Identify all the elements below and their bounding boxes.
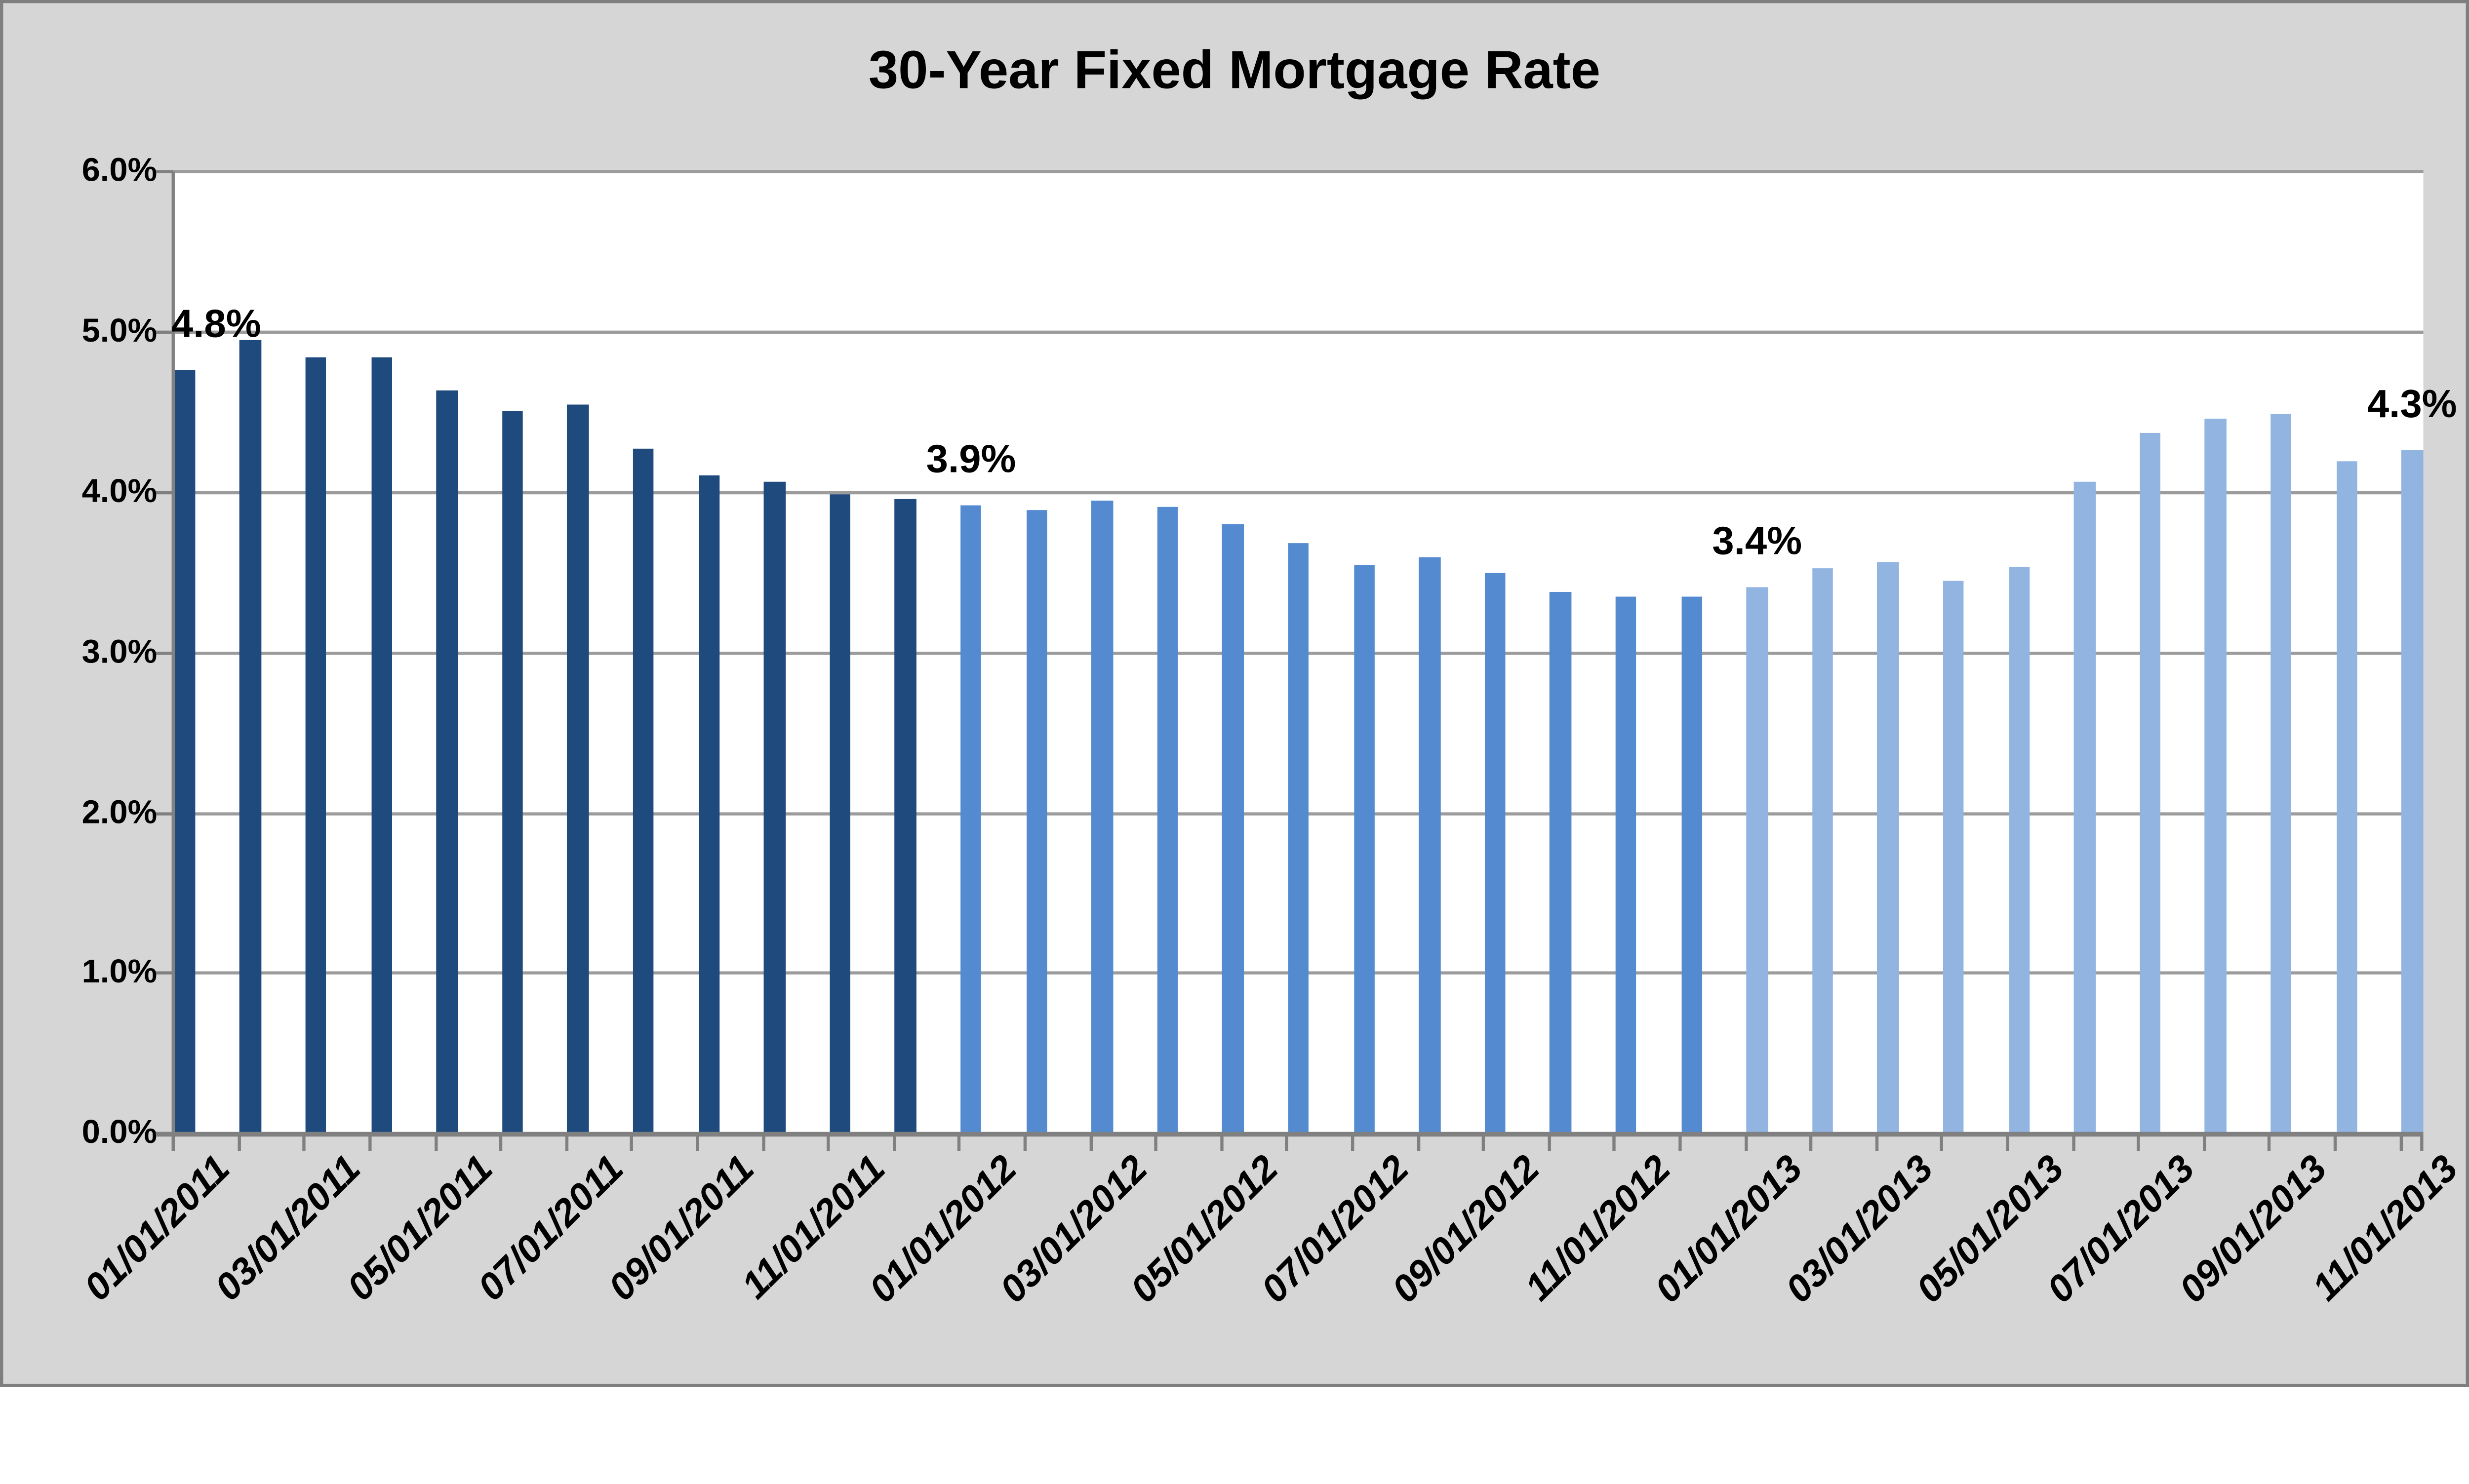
x-axis-tick (499, 1135, 503, 1151)
data-label-4.3%: 4.3% (2367, 383, 2457, 428)
y-axis-tick (156, 811, 173, 815)
bar-02/01/2013 (1812, 568, 1833, 1134)
bar-01/01/2011 (174, 370, 196, 1134)
x-axis-tick (2202, 1135, 2206, 1151)
bar-06/01/2012 (1288, 544, 1310, 1134)
x-axis-tick (1809, 1135, 1813, 1151)
bar-05/01/2011 (436, 390, 458, 1134)
x-axis-tick (827, 1135, 831, 1151)
x-axis-tick (2137, 1135, 2141, 1151)
y-axis-tick (156, 330, 173, 334)
x-axis-tick (2419, 1135, 2423, 1151)
x-axis-tick (696, 1135, 700, 1151)
bar-04/01/2011 (371, 357, 393, 1134)
bar-10/01/2013 (2336, 462, 2357, 1134)
x-axis-tick (2268, 1135, 2271, 1151)
gridline (173, 491, 2423, 494)
y-tick-label: 6.0% (81, 153, 158, 189)
bar-07/01/2012 (1353, 564, 1375, 1134)
bar-09/01/2012 (1484, 572, 1506, 1134)
bar-06/01/2013 (2073, 481, 2096, 1134)
x-axis-tick (1613, 1135, 1617, 1151)
bar-04/01/2012 (1156, 507, 1179, 1134)
bar-01/01/2013 (1746, 587, 1768, 1134)
x-axis-tick (2071, 1135, 2075, 1151)
bar-05/01/2012 (1222, 524, 1244, 1134)
bar-09/01/2011 (698, 474, 720, 1134)
bar-08/01/2011 (633, 449, 654, 1134)
y-tick-label: 0.0% (81, 1115, 158, 1151)
x-axis-tick (303, 1135, 307, 1151)
bar-12/01/2011 (895, 499, 916, 1134)
x-axis-tick (1416, 1135, 1420, 1151)
x-axis-tick (1285, 1135, 1289, 1151)
x-axis-line (156, 1132, 2423, 1137)
data-label-4.8%: 4.8% (171, 303, 261, 347)
x-axis-tick (1482, 1135, 1485, 1151)
y-tick-label: 2.0% (81, 794, 158, 831)
bar-06/01/2011 (502, 410, 523, 1134)
x-axis-tick (761, 1135, 765, 1151)
y-tick-label: 4.0% (81, 473, 158, 510)
bar-05/01/2013 (2008, 566, 2030, 1134)
bar-10/01/2012 (1550, 591, 1571, 1134)
x-axis-tick (892, 1135, 896, 1151)
bar-01/01/2012 (960, 505, 982, 1134)
bar-03/01/2012 (1091, 500, 1113, 1134)
bar-08/01/2012 (1419, 556, 1440, 1134)
bar-12/01/2012 (1681, 596, 1703, 1134)
y-tick-label: 1.0% (81, 954, 158, 991)
mortgage-rate-chart: 30-Year Fixed Mortgage Rate 0.0% 1.0% 2.0%… (0, 0, 2469, 1387)
x-axis-tick (1023, 1135, 1027, 1151)
x-axis-tick (1548, 1135, 1551, 1151)
chart-title: 30-Year Fixed Mortgage Rate (868, 40, 1601, 101)
bar-02/01/2011 (239, 340, 261, 1134)
x-axis-tick (1678, 1135, 1682, 1151)
data-label-3.4%: 3.4% (1712, 519, 1802, 564)
gridline (173, 170, 2423, 173)
x-axis-tick (958, 1135, 961, 1151)
y-tick-label: 5.0% (81, 313, 158, 350)
x-axis-tick (238, 1135, 241, 1151)
x-axis-tick (565, 1135, 568, 1151)
y-axis-line (171, 171, 175, 1151)
bar-07/01/2011 (567, 404, 589, 1134)
bar-07/01/2013 (2139, 433, 2161, 1134)
bar-11/01/2011 (829, 494, 851, 1134)
bar-02/01/2012 (1026, 510, 1047, 1134)
bar-11/01/2012 (1615, 596, 1637, 1134)
x-axis-tick (1744, 1135, 1748, 1151)
bar-08/01/2013 (2205, 418, 2227, 1134)
bar-04/01/2013 (1943, 581, 1964, 1134)
x-axis-tick (434, 1135, 438, 1151)
data-label-3.9%: 3.9% (926, 437, 1016, 482)
x-axis-tick (631, 1135, 634, 1151)
x-axis-tick (1875, 1135, 1878, 1151)
y-axis-tick (156, 491, 173, 494)
bar-03/01/2011 (305, 357, 327, 1134)
x-axis-tick (1940, 1135, 1944, 1151)
bar-11/01/2013 (2401, 450, 2423, 1134)
x-axis-tick (1089, 1135, 1092, 1151)
bar-10/01/2011 (764, 481, 786, 1134)
x-axis-tick (1220, 1135, 1224, 1151)
x-axis-tick (2333, 1135, 2337, 1151)
bar-09/01/2013 (2270, 414, 2292, 1134)
x-axis-tick (2006, 1135, 2009, 1151)
x-axis-tick (368, 1135, 372, 1151)
y-axis-tick (156, 170, 173, 173)
y-axis-tick (156, 651, 173, 655)
x-axis-tick (2399, 1135, 2402, 1151)
gridline (173, 330, 2423, 334)
y-tick-label: 3.0% (81, 633, 158, 670)
bar-03/01/2013 (1877, 561, 1899, 1134)
x-axis-tick (172, 1135, 175, 1151)
x-axis-tick (1155, 1135, 1158, 1151)
y-axis-tick (156, 972, 173, 976)
x-axis-tick (1351, 1135, 1354, 1151)
